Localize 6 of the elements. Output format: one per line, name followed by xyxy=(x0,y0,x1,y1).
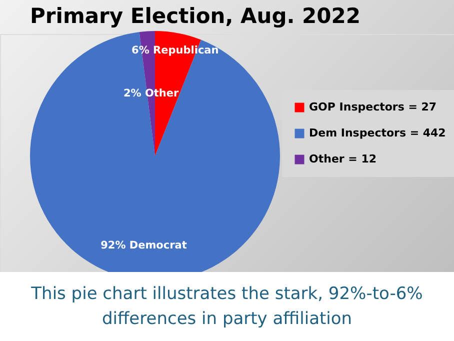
legend-label: GOP Inspectors = 27 xyxy=(309,100,437,114)
text: This pie chart illustrates the stark, 92%-to-6% differences in party affiliation xyxy=(30,283,424,331)
legend-label: Dem Inspectors = 442 xyxy=(309,126,446,140)
legend-label: Other = 12 xyxy=(309,152,377,166)
chart-title: Primary Election, Aug. 2022 xyxy=(30,4,360,28)
data-label: 92% Democrat xyxy=(100,239,187,252)
